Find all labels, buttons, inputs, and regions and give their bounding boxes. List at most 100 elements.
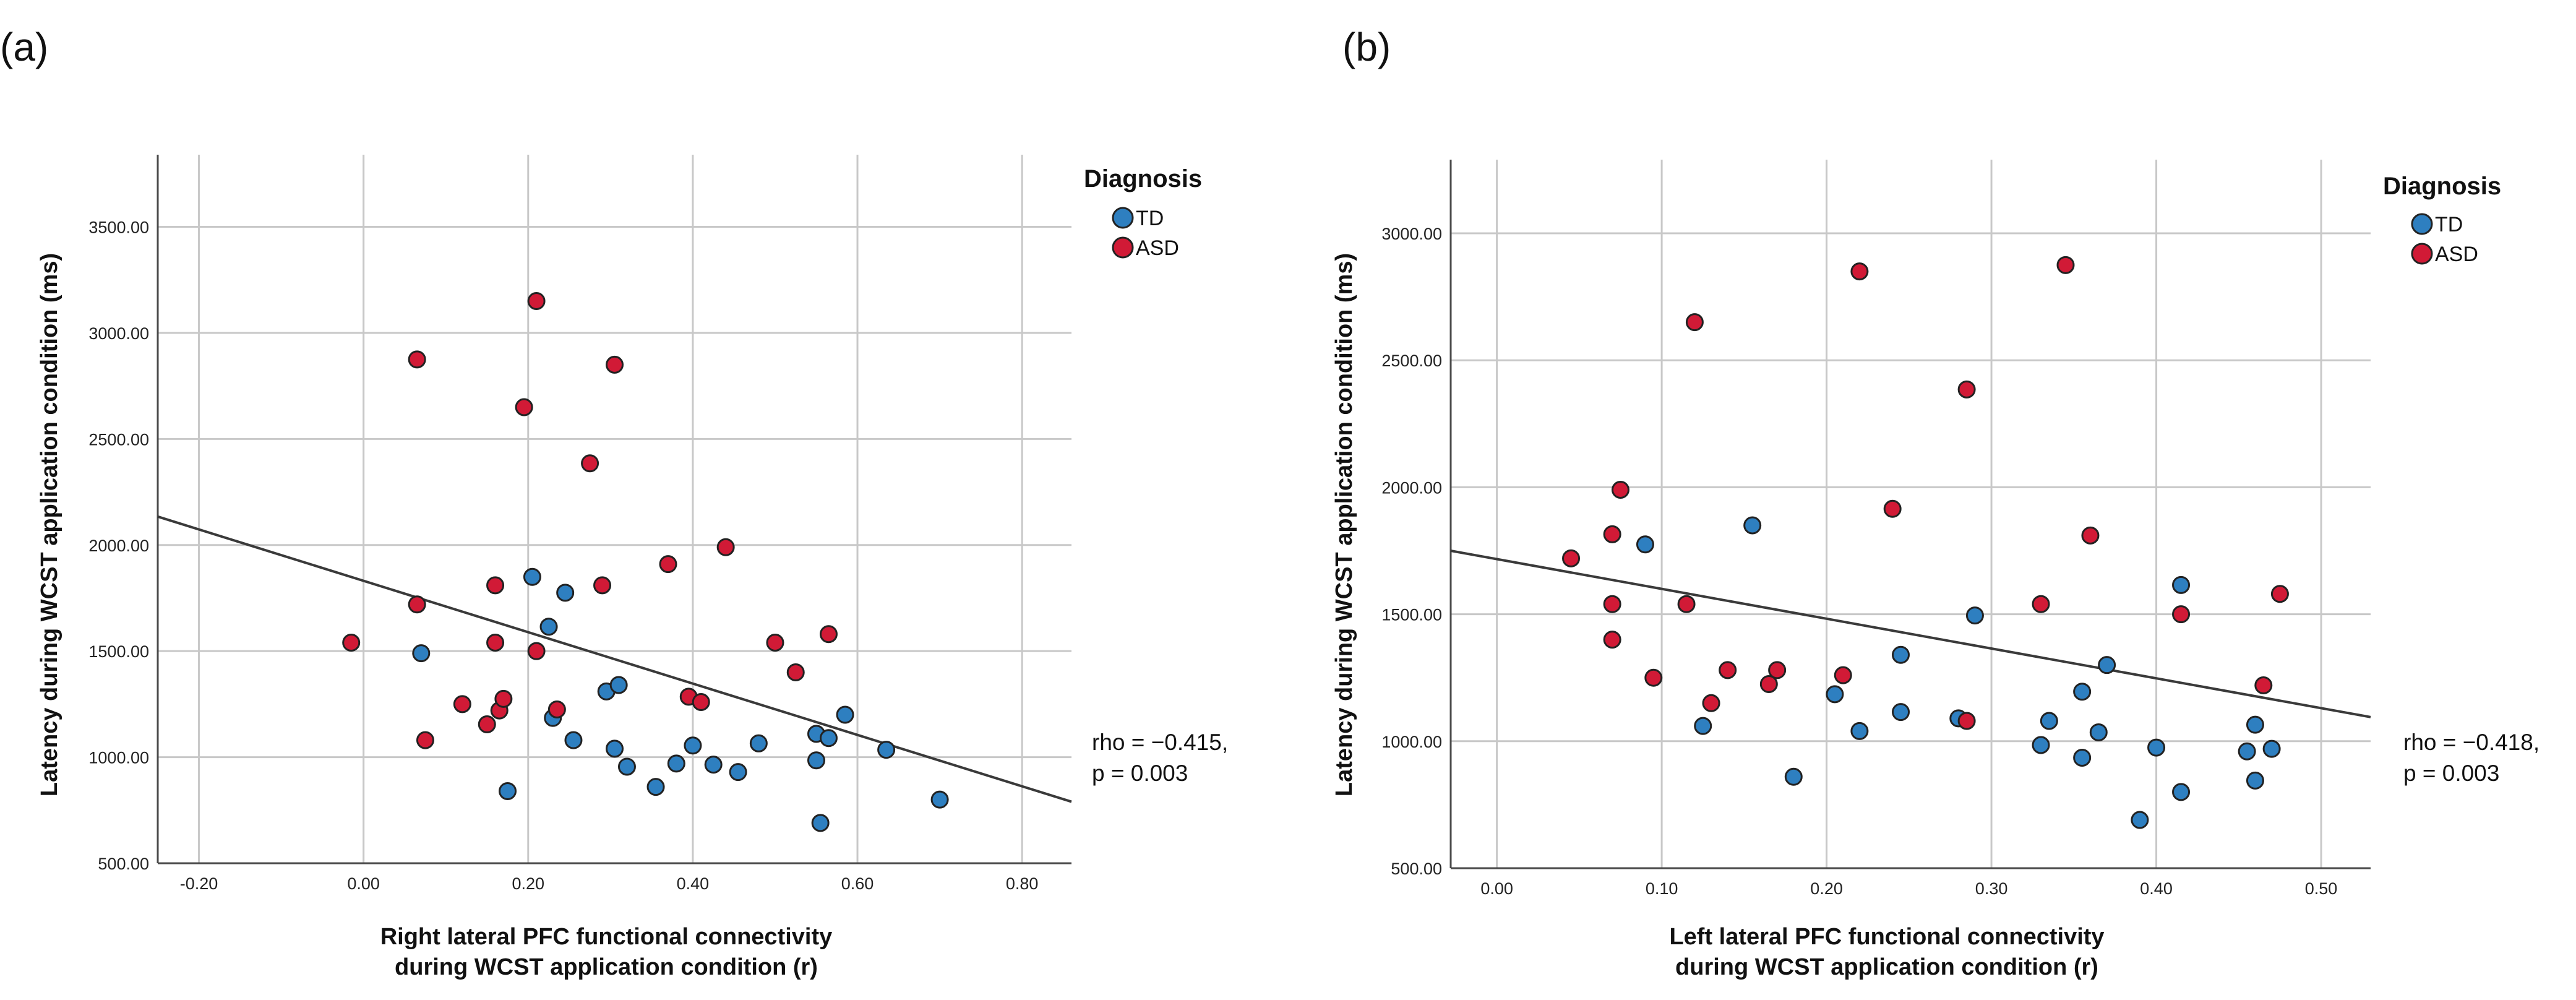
point-asd xyxy=(1719,661,1737,679)
y-tick-label: 1500.00 xyxy=(1381,606,1442,624)
legend-marker-asd xyxy=(2411,243,2433,265)
point-asd xyxy=(716,538,735,556)
point-td xyxy=(684,736,702,755)
y-tick-label: 500.00 xyxy=(98,855,149,873)
point-asd xyxy=(766,633,784,652)
y-tick-label: 500.00 xyxy=(1391,860,1442,878)
point-asd xyxy=(2081,526,2100,545)
point-td xyxy=(564,731,583,749)
regression-line xyxy=(157,515,1072,803)
point-asd xyxy=(1685,313,1704,332)
point-td xyxy=(2073,748,2092,767)
stat-annotation-p: p = 0.003 xyxy=(1092,761,1188,786)
point-asd xyxy=(819,625,838,644)
point-asd xyxy=(527,292,546,311)
stat-annotation-p: p = 0.003 xyxy=(2403,761,2499,786)
point-asd xyxy=(342,633,361,652)
fit-line xyxy=(1450,550,2371,718)
y-axis-label: Latency during WCST application conditio… xyxy=(36,253,62,796)
x-tick-label: -0.20 xyxy=(180,874,218,893)
y-tick-label: 2000.00 xyxy=(88,537,149,555)
x-tick-label: 0.20 xyxy=(512,874,545,893)
x-tick-label: 0.60 xyxy=(841,874,874,893)
point-td xyxy=(1850,722,1869,740)
point-td xyxy=(2073,683,2092,701)
point-asd xyxy=(1759,675,1778,693)
panel-b: (b) 0.00 0.10 0.20 0.30 0.40 0.50 500.00 1000.0… xyxy=(1331,25,2540,980)
y-tick-label: 3000.00 xyxy=(1381,225,1442,243)
point-td xyxy=(1892,703,1910,722)
x-tick-label: 0.40 xyxy=(677,874,710,893)
point-td xyxy=(1694,717,1712,735)
point-td xyxy=(1784,767,1803,786)
regression-line xyxy=(1450,550,2371,718)
point-asd xyxy=(581,454,599,473)
point-td xyxy=(2098,656,2116,675)
legend-marker-td xyxy=(1112,207,1134,229)
point-td xyxy=(2147,738,2166,757)
grid xyxy=(1449,160,2371,869)
point-td xyxy=(1826,685,1844,704)
point-td xyxy=(1636,535,1654,554)
y-tick-label: 2500.00 xyxy=(1381,351,1442,370)
point-asd xyxy=(1702,694,1720,712)
point-asd xyxy=(1768,661,1787,679)
x-axis-label-line1: Left lateral PFC functional connectivity xyxy=(1669,924,2104,950)
x-tick-label: 0.80 xyxy=(1006,874,1039,893)
point-asd xyxy=(2172,605,2191,624)
y-tick-label: 3500.00 xyxy=(88,218,149,237)
grid xyxy=(157,155,1071,864)
point-td xyxy=(807,751,826,770)
point-asd xyxy=(453,695,471,713)
point-asd xyxy=(486,576,505,595)
legend-title: Diagnosis xyxy=(2383,173,2501,200)
point-td xyxy=(2032,736,2050,754)
point-asd xyxy=(408,350,426,369)
y-tick-label: 2500.00 xyxy=(88,430,149,449)
point-td xyxy=(2262,739,2281,758)
x-axis-label-line1: Right lateral PFC functional connectivit… xyxy=(380,924,833,950)
y-tick-label: 1000.00 xyxy=(1381,733,1442,751)
x-tick-label: 0.00 xyxy=(1480,879,1513,898)
point-asd xyxy=(416,731,434,749)
point-td xyxy=(2172,575,2191,594)
point-td xyxy=(2238,742,2256,761)
point-td xyxy=(539,618,558,636)
point-asd xyxy=(2270,585,2289,603)
panel-label: (b) xyxy=(1342,25,1391,69)
legend: Diagnosis TD ASD xyxy=(1084,165,1202,260)
point-td xyxy=(877,741,896,759)
point-asd xyxy=(2254,676,2273,695)
x-axis-label-line2: during WCST application condition (r) xyxy=(1675,954,2098,980)
point-asd xyxy=(408,595,426,614)
point-asd xyxy=(1677,595,1696,613)
legend-label-td: TD xyxy=(1136,207,1164,230)
point-td xyxy=(819,729,838,748)
y-tick-label: 1500.00 xyxy=(88,642,149,661)
x-tick-label: 0.10 xyxy=(1646,879,1678,898)
point-asd xyxy=(1957,380,1976,399)
point-td xyxy=(811,814,830,832)
point-td xyxy=(523,567,541,586)
point-td xyxy=(2040,712,2058,730)
panel-a: (a) -0.20 0.00 0.20 0.40 0.60 0.80 500.00 1000.… xyxy=(0,25,1228,980)
point-td xyxy=(2246,771,2264,790)
legend: Diagnosis TD ASD xyxy=(2383,173,2501,266)
legend-marker-td xyxy=(2411,213,2433,235)
point-td xyxy=(2172,783,2191,801)
point-asd xyxy=(1611,481,1629,499)
x-tick-label: 0.20 xyxy=(1810,879,1843,898)
point-asd xyxy=(786,663,805,681)
y-tick-label: 1000.00 xyxy=(88,749,149,767)
point-td xyxy=(2131,811,2149,829)
point-td xyxy=(1965,606,1984,625)
stat-annotation-rho: rho = −0.415, xyxy=(1092,730,1228,755)
point-asd xyxy=(1603,631,1621,649)
x-tick-label: 0.50 xyxy=(2305,879,2338,898)
data-points xyxy=(342,292,949,832)
point-td xyxy=(412,644,431,663)
point-td xyxy=(606,739,624,758)
point-asd xyxy=(1834,666,1852,684)
point-asd xyxy=(1603,525,1621,543)
